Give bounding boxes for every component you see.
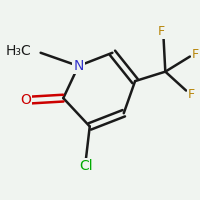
Text: Cl: Cl xyxy=(79,159,93,173)
Text: N: N xyxy=(73,59,84,73)
Text: F: F xyxy=(188,88,195,101)
Text: F: F xyxy=(192,48,199,61)
Text: H₃C: H₃C xyxy=(5,44,31,58)
Text: O: O xyxy=(20,93,31,107)
Text: F: F xyxy=(158,25,165,38)
